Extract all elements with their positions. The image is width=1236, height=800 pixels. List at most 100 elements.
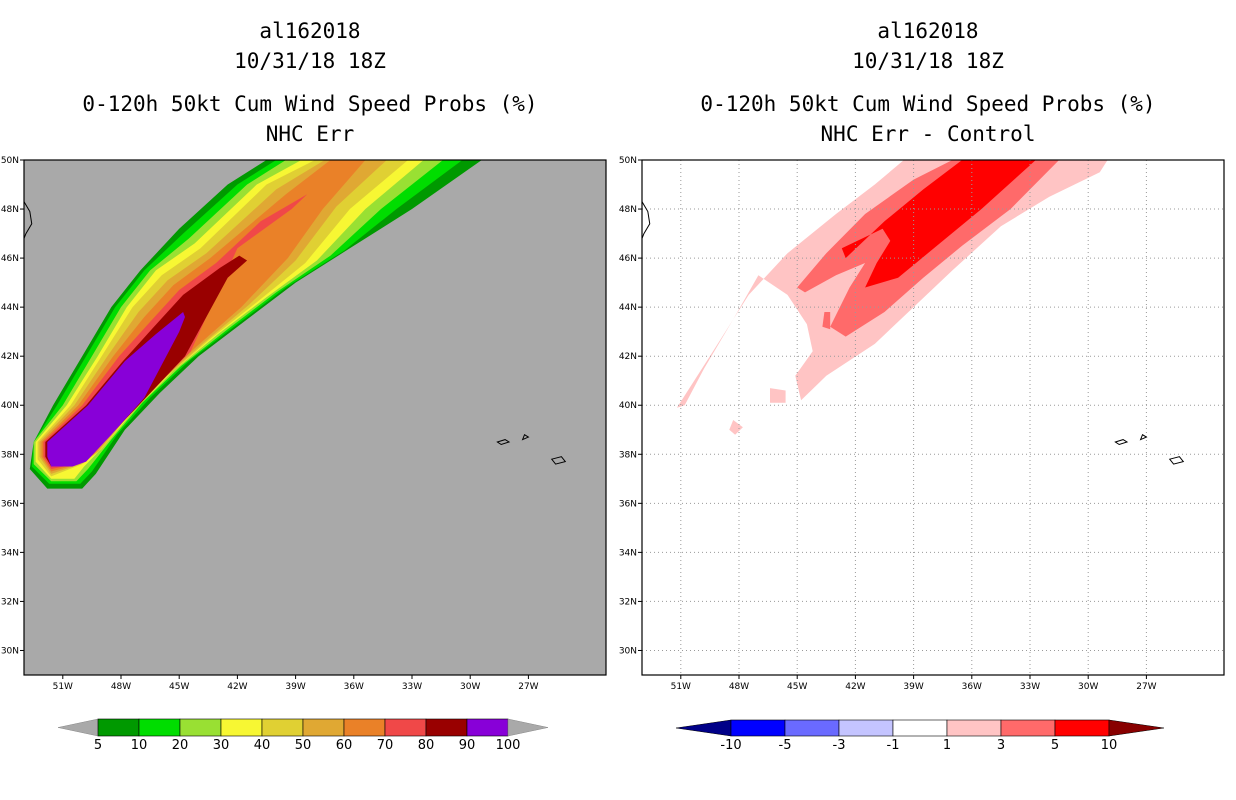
right-contour-band-5-5 <box>841 160 1036 288</box>
right-panel-title: al162018 10/31/18 18Z 0-120h 50kt Cum Wi… <box>628 16 1228 149</box>
left-subtitle-line-2: NHC Err <box>265 122 355 146</box>
right-colorbar-box-5 <box>1000 719 1056 737</box>
left-y-tick-label-0: 50N <box>1 156 19 166</box>
left-island-0 <box>496 439 511 446</box>
right-colorbar-box-3 <box>892 719 948 737</box>
right-colorbar-label-1: -5 <box>779 738 792 753</box>
right-x-tick-label-8: 27W <box>1136 682 1156 692</box>
left-colorbar-box-2 <box>179 718 222 737</box>
left-contour-band-90-9 <box>47 312 185 467</box>
left-x-tick-label-0: 51W <box>53 682 73 692</box>
left-colorbar-box-8 <box>425 718 468 737</box>
right-colorbar-box-1 <box>784 719 840 737</box>
left-colorbar-box-6 <box>343 718 386 737</box>
right-x-tick-label-3: 42W <box>845 682 865 692</box>
left-coastline <box>24 201 33 239</box>
left-colorbar-label-90: 90 <box>459 738 476 753</box>
left-contour-layer <box>24 160 567 489</box>
left-x-tick-label-7: 30W <box>460 682 480 692</box>
right-y-tick-label-7: 36N <box>619 499 637 509</box>
right-title-line-2: 10/31/18 18Z <box>852 49 1004 73</box>
right-contour-band-3-4 <box>822 312 831 330</box>
right-subtitle-line-1: 0-120h 50kt Cum Wind Speed Probs (%) <box>700 92 1156 116</box>
right-y-tick-label-1: 48N <box>619 205 637 215</box>
right-y-tick-label-6: 38N <box>619 450 637 460</box>
right-x-tick-label-7: 30W <box>1078 682 1098 692</box>
right-x-tick-label-6: 33W <box>1020 682 1040 692</box>
left-colorbar-label-20: 20 <box>172 738 189 753</box>
left-colorbar-label-70: 70 <box>377 738 394 753</box>
right-y-tick-label-4: 42N <box>619 352 637 362</box>
left-contour-band-5-0 <box>29 160 482 489</box>
left-colorbar-label-40: 40 <box>254 738 271 753</box>
left-x-tick-label-1: 48W <box>111 682 131 692</box>
left-y-tick-label-8: 34N <box>1 548 19 558</box>
left-colorbar-label-30: 30 <box>213 738 230 753</box>
left-x-tick-label-4: 39W <box>285 682 305 692</box>
right-plot-frame <box>641 159 1225 676</box>
left-y-tick-label-3: 44N <box>1 303 19 313</box>
left-title-line-1: al162018 <box>259 19 361 43</box>
left-colorbar-label-80: 80 <box>418 738 435 753</box>
left-y-tick-label-7: 36N <box>1 499 19 509</box>
right-colorbar-label-0: -10 <box>720 738 741 753</box>
left-colorbar-low-arrow <box>57 718 99 737</box>
right-island-1 <box>1139 433 1148 441</box>
right-contour-layer <box>642 160 1224 675</box>
right-colorbar-label-7: 10 <box>1101 738 1118 753</box>
right-colorbar-box-4 <box>946 719 1002 737</box>
right-title-line-1: al162018 <box>877 19 979 43</box>
left-colorbar-box-3 <box>220 718 263 737</box>
left-colorbar-label-5: 5 <box>94 738 102 753</box>
right-colorbar-box-6 <box>1054 719 1110 737</box>
right-colorbar-label-4: 1 <box>943 738 951 753</box>
left-colorbar-box-1 <box>138 718 181 737</box>
right-x-tick-label-2: 45W <box>787 682 807 692</box>
right-colorbar-label-5: 3 <box>997 738 1005 753</box>
right-x-tick-label-4: 39W <box>903 682 923 692</box>
right-contour-band-1-1 <box>770 388 786 403</box>
right-coastline <box>642 201 651 239</box>
right-colorbar-low-arrow <box>675 719 732 737</box>
right-colorbar-box-0 <box>730 719 786 737</box>
left-colorbar-box-9 <box>466 718 509 737</box>
right-y-tick-label-2: 46N <box>619 254 637 264</box>
left-y-tick-label-6: 38N <box>1 450 19 460</box>
right-colorbar-high-arrow <box>1108 719 1165 737</box>
right-x-tick-label-5: 36W <box>962 682 982 692</box>
right-colorbar-label-6: 5 <box>1051 738 1059 753</box>
left-y-tick-label-10: 30N <box>1 646 19 656</box>
left-x-tick-label-5: 36W <box>344 682 364 692</box>
left-y-tick-label-5: 40N <box>1 401 19 411</box>
left-colorbar-label-10: 10 <box>131 738 148 753</box>
right-x-tick-label-1: 48W <box>729 682 749 692</box>
left-colorbar-label-100: 100 <box>496 738 521 753</box>
right-contour-band-1-2 <box>729 420 743 435</box>
right-y-tick-label-10: 30N <box>619 646 637 656</box>
right-colorbar-label-3: -1 <box>887 738 900 753</box>
left-x-tick-label-6: 33W <box>402 682 422 692</box>
left-colorbar-box-4 <box>261 718 304 737</box>
left-colorbar-label-60: 60 <box>336 738 353 753</box>
left-panel-title: al162018 10/31/18 18Z 0-120h 50kt Cum Wi… <box>10 16 610 149</box>
left-colorbar-box-5 <box>302 718 345 737</box>
left-x-tick-label-8: 27W <box>518 682 538 692</box>
left-title-line-2: 10/31/18 18Z <box>234 49 386 73</box>
left-colorbar-high-arrow <box>507 718 549 737</box>
right-island-2 <box>1168 456 1185 465</box>
left-plot-frame <box>23 159 607 676</box>
right-y-tick-label-5: 40N <box>619 401 637 411</box>
right-y-tick-label-3: 44N <box>619 303 637 313</box>
left-y-tick-label-1: 48N <box>1 205 19 215</box>
left-island-2 <box>550 456 567 465</box>
right-subtitle-line-2: NHC Err - Control <box>820 122 1036 146</box>
right-y-tick-label-8: 34N <box>619 548 637 558</box>
left-y-tick-label-9: 32N <box>1 597 19 607</box>
left-colorbar-box-0 <box>97 718 140 737</box>
left-colorbar-label-50: 50 <box>295 738 312 753</box>
right-island-0 <box>1114 439 1129 446</box>
right-y-tick-label-9: 32N <box>619 597 637 607</box>
left-colorbar-box-7 <box>384 718 427 737</box>
left-subtitle-line-1: 0-120h 50kt Cum Wind Speed Probs (%) <box>82 92 538 116</box>
